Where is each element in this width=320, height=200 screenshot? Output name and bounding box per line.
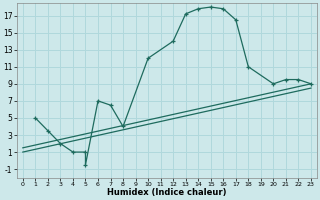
X-axis label: Humidex (Indice chaleur): Humidex (Indice chaleur) [107,188,227,197]
